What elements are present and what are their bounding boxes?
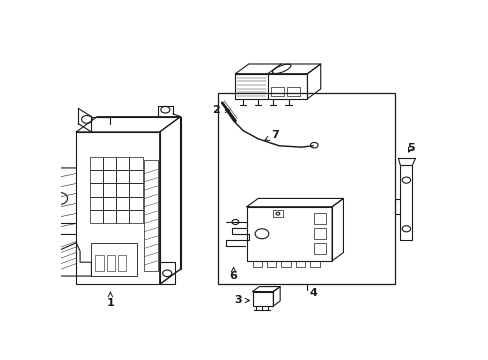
Text: 5: 5 xyxy=(406,143,413,153)
Text: 6: 6 xyxy=(229,267,237,281)
Bar xyxy=(287,87,300,96)
Bar xyxy=(252,292,273,306)
Bar xyxy=(129,170,142,184)
Bar xyxy=(89,184,102,197)
Bar xyxy=(129,210,142,223)
Bar xyxy=(235,74,307,99)
Bar xyxy=(252,261,262,267)
Bar xyxy=(313,243,325,254)
Bar xyxy=(116,157,129,170)
Bar xyxy=(218,93,394,284)
Bar xyxy=(118,255,126,270)
Bar xyxy=(313,228,325,239)
Text: 4: 4 xyxy=(308,288,316,298)
Bar xyxy=(76,132,159,284)
Bar xyxy=(102,184,116,197)
Bar xyxy=(89,210,102,223)
Text: 3: 3 xyxy=(234,296,249,305)
Bar xyxy=(129,157,142,170)
Bar xyxy=(116,170,129,184)
Bar xyxy=(271,87,284,96)
Bar xyxy=(295,261,305,267)
Bar xyxy=(309,261,319,267)
Bar xyxy=(89,170,102,184)
Bar xyxy=(102,210,116,223)
Bar xyxy=(95,255,103,270)
Bar xyxy=(144,159,158,270)
Bar xyxy=(116,210,129,223)
Bar xyxy=(89,197,102,210)
Bar xyxy=(106,255,115,270)
Bar xyxy=(102,157,116,170)
Bar xyxy=(102,197,116,210)
Bar xyxy=(313,213,325,224)
Bar xyxy=(116,184,129,197)
Text: 7: 7 xyxy=(264,130,279,140)
Bar xyxy=(400,165,411,240)
Text: 1: 1 xyxy=(106,292,114,308)
Bar xyxy=(281,261,290,267)
Bar xyxy=(91,243,137,276)
Bar xyxy=(266,261,276,267)
Bar xyxy=(89,157,102,170)
Bar xyxy=(116,197,129,210)
Bar xyxy=(102,170,116,184)
Bar xyxy=(129,197,142,210)
Bar xyxy=(129,184,142,197)
Bar xyxy=(246,207,331,261)
Bar xyxy=(273,210,282,217)
Text: 2: 2 xyxy=(211,105,229,115)
